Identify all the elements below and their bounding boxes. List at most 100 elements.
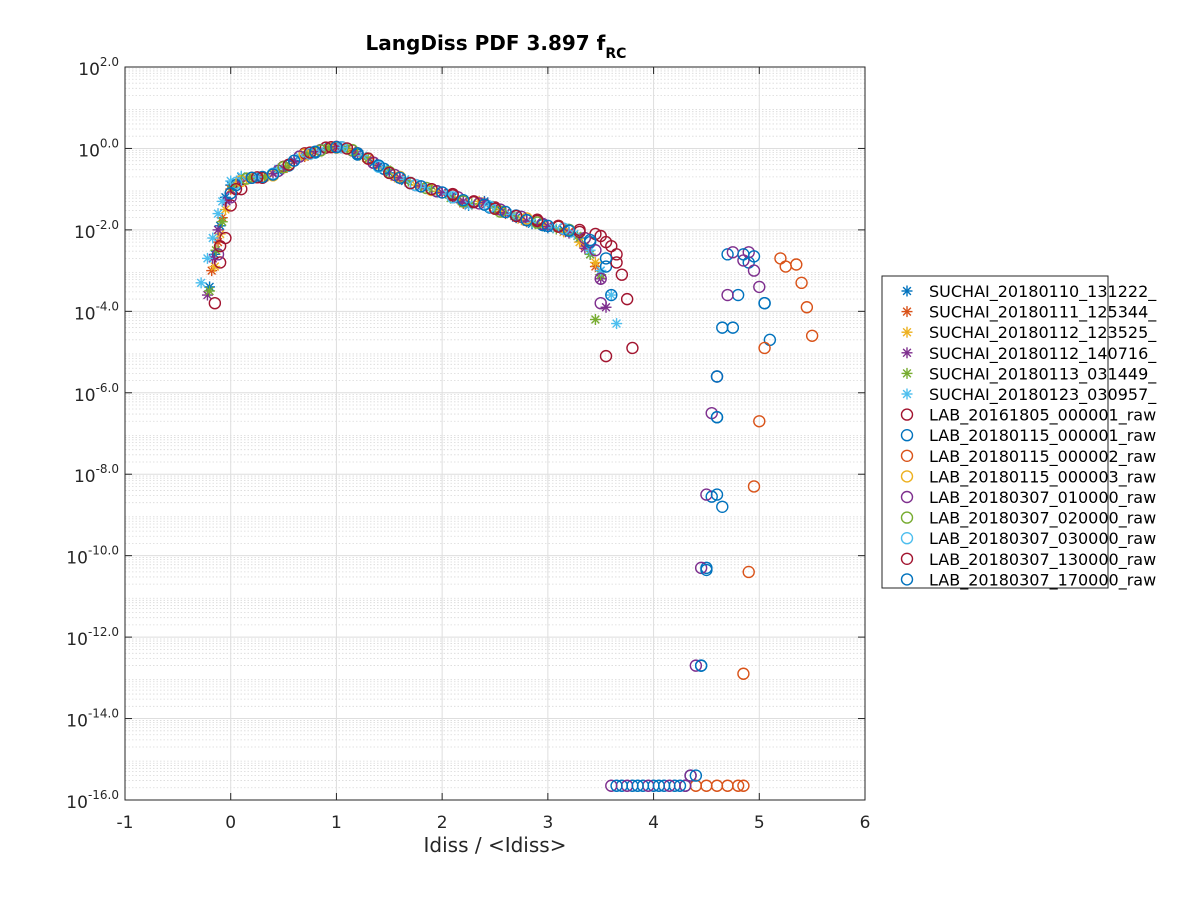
data-point bbox=[594, 229, 607, 243]
x-tick-label: 1 bbox=[331, 813, 342, 833]
legend-marker bbox=[901, 306, 913, 318]
legend-entry: LAB_20180115_000001_raw bbox=[900, 426, 1156, 446]
data-point bbox=[700, 563, 713, 577]
legend-marker bbox=[900, 490, 914, 504]
data-point bbox=[737, 779, 750, 792]
data-point bbox=[710, 488, 724, 501]
x-tick-label: 4 bbox=[648, 813, 659, 833]
grid bbox=[124, 66, 866, 801]
legend-marker bbox=[901, 285, 913, 297]
x-tick-label: 6 bbox=[860, 813, 871, 833]
data-point bbox=[631, 779, 644, 792]
legend-label: LAB_20161805_000001_raw bbox=[929, 406, 1156, 426]
series-15 bbox=[224, 141, 771, 792]
data-point bbox=[611, 318, 623, 330]
legend-entry: SUCHAI_20180112_123525_ bbox=[901, 323, 1157, 343]
data-point bbox=[605, 288, 618, 302]
data-point bbox=[589, 244, 602, 257]
y-tick-label: 10-6.0 bbox=[74, 381, 119, 406]
legend-entry: SUCHAI_20180110_131222_ bbox=[901, 282, 1157, 302]
chart-title: LangDiss PDF 3.897 fRC bbox=[366, 31, 627, 62]
legend-marker bbox=[900, 408, 914, 421]
legend-marker bbox=[900, 532, 914, 545]
data-point bbox=[726, 321, 740, 334]
legend-entry: LAB_20161805_000001_raw bbox=[900, 406, 1156, 426]
data-point bbox=[758, 296, 771, 310]
data-point bbox=[212, 208, 224, 220]
legend-marker bbox=[900, 573, 914, 586]
data-point bbox=[599, 260, 613, 273]
legend-entry: SUCHAI_20180112_140716_ bbox=[901, 344, 1157, 364]
y-tick-label: 100.0 bbox=[78, 136, 119, 161]
data-point bbox=[372, 159, 385, 172]
legend-label: SUCHAI_20180113_031449_ bbox=[929, 364, 1157, 384]
data-point bbox=[605, 239, 618, 253]
data-point bbox=[694, 659, 708, 672]
x-tick-label: 2 bbox=[437, 813, 448, 833]
data-point bbox=[250, 171, 264, 184]
data-point bbox=[610, 256, 623, 269]
legend-marker bbox=[900, 449, 914, 462]
data-point bbox=[213, 256, 227, 269]
data-point bbox=[805, 329, 819, 342]
data-point bbox=[605, 289, 617, 301]
data-point bbox=[679, 779, 692, 792]
data-point bbox=[599, 349, 613, 363]
y-tick-label: 102.0 bbox=[78, 55, 119, 80]
data-point bbox=[747, 480, 761, 493]
data-point bbox=[414, 180, 428, 193]
y-tick-label: 10-16.0 bbox=[66, 788, 119, 813]
legend-marker bbox=[900, 552, 914, 565]
data-point bbox=[457, 193, 470, 207]
data-point bbox=[589, 313, 601, 325]
data-point bbox=[499, 205, 512, 219]
data-point bbox=[747, 264, 761, 277]
data-point bbox=[212, 224, 224, 236]
data-point bbox=[790, 258, 803, 271]
data-points bbox=[195, 140, 819, 792]
data-point bbox=[393, 171, 407, 184]
legend-marker bbox=[901, 326, 913, 338]
data-point bbox=[324, 141, 338, 154]
legend-entry: LAB_20180307_170000_raw bbox=[900, 570, 1156, 590]
data-point bbox=[557, 222, 570, 235]
legend-label: LAB_20180115_000003_raw bbox=[929, 467, 1156, 487]
data-point bbox=[207, 232, 219, 244]
data-point bbox=[209, 261, 221, 273]
data-point bbox=[705, 490, 718, 503]
data-point bbox=[361, 152, 375, 165]
data-point bbox=[753, 415, 766, 428]
legend-entry: LAB_20180115_000003_raw bbox=[900, 467, 1156, 487]
legend-label: SUCHAI_20180112_140716_ bbox=[929, 344, 1157, 364]
x-tick-label: 3 bbox=[542, 813, 553, 833]
data-point bbox=[224, 199, 237, 212]
legend-label: SUCHAI_20180111_125344_ bbox=[929, 303, 1157, 323]
y-tick-label: 10-14.0 bbox=[66, 707, 119, 732]
legend-marker bbox=[900, 511, 914, 524]
x-tick-labels: -1 0 1 2 3 4 5 6 bbox=[117, 813, 871, 833]
data-point bbox=[583, 233, 597, 247]
legend-entry: LAB_20180307_130000_raw bbox=[900, 550, 1156, 570]
legend-entry: LAB_20180115_000002_raw bbox=[900, 447, 1156, 467]
data-point bbox=[303, 146, 317, 159]
y-tick-label: 10-10.0 bbox=[66, 544, 119, 569]
data-point bbox=[520, 213, 533, 227]
x-tick-label: 0 bbox=[225, 813, 236, 833]
legend-entry: SUCHAI_20180113_031449_ bbox=[901, 364, 1157, 384]
data-point bbox=[737, 667, 750, 680]
legend-label: LAB_20180307_010000_raw bbox=[929, 488, 1156, 508]
legend-label: LAB_20180307_030000_raw bbox=[929, 529, 1156, 549]
legend-marker bbox=[901, 388, 913, 400]
data-point bbox=[684, 769, 697, 782]
data-point bbox=[710, 411, 724, 424]
legend-label: LAB_20180307_130000_raw bbox=[929, 550, 1156, 570]
data-point bbox=[208, 296, 222, 310]
legend-label: LAB_20180115_000002_raw bbox=[929, 447, 1156, 467]
legend-label: SUCHAI_20180110_131222_ bbox=[929, 282, 1157, 302]
data-point bbox=[213, 239, 227, 253]
y-tick-label: 10-12.0 bbox=[66, 625, 119, 650]
legend-label: LAB_20180115_000001_raw bbox=[929, 426, 1156, 446]
x-tick-label: 5 bbox=[754, 813, 765, 833]
legend-label: SUCHAI_20180112_123525_ bbox=[929, 323, 1157, 343]
